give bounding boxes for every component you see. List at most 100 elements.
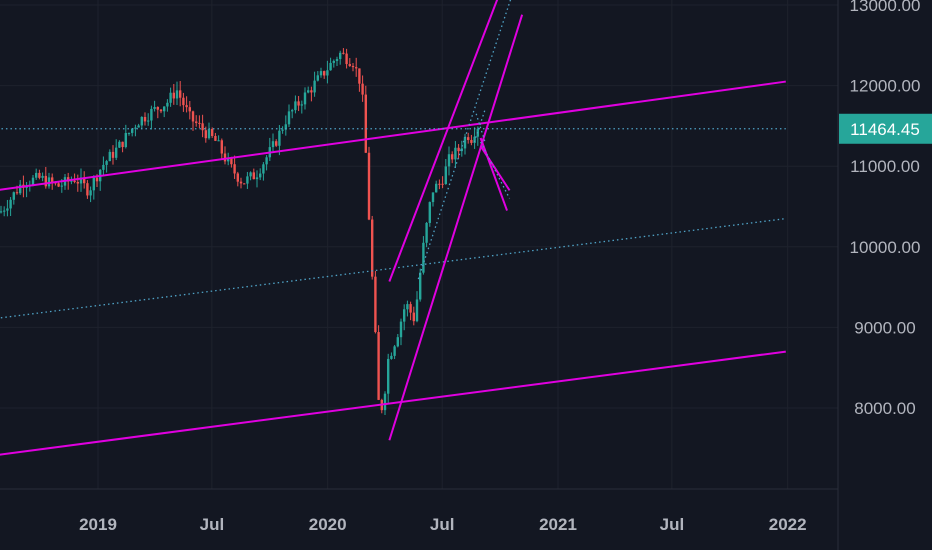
candle-down <box>185 96 188 113</box>
candle-body <box>438 183 441 185</box>
candle-up <box>246 171 249 189</box>
candle-body <box>259 173 262 178</box>
candle-down <box>297 95 300 112</box>
candle-up <box>383 391 387 415</box>
time-tick-label: Jul <box>200 515 225 534</box>
price-axis[interactable]: 13000.00 12000.00 11000.00 10000.00 9000.00 8… <box>850 0 921 418</box>
candle-body <box>239 181 243 184</box>
trendline[interactable] <box>479 145 511 191</box>
candle-body <box>83 177 86 184</box>
candle-up <box>399 318 403 346</box>
candle-body <box>230 158 233 165</box>
candle-down <box>310 86 313 102</box>
candle-down <box>355 57 358 77</box>
candle-down <box>188 101 191 120</box>
dotted-trendline[interactable] <box>473 109 486 143</box>
candle-down <box>86 180 89 199</box>
candle-body <box>38 172 41 178</box>
candle-body <box>332 60 335 63</box>
candle-down <box>367 146 371 221</box>
candle-body <box>287 111 291 125</box>
candle-up <box>3 206 6 217</box>
time-tick-label: 2020 <box>309 515 347 534</box>
candle-down <box>364 85 367 153</box>
candle-body <box>339 52 342 60</box>
candle-body <box>454 147 457 160</box>
candle-body <box>227 158 230 162</box>
candle-up <box>313 71 316 97</box>
candle-body <box>182 97 185 106</box>
candle-up <box>249 171 252 181</box>
trendline[interactable] <box>388 14 524 441</box>
candle-up <box>303 87 307 110</box>
candle-down <box>275 139 278 148</box>
candle-body <box>294 101 297 111</box>
price-tick-label: 12000.00 <box>850 77 921 96</box>
candle-body <box>3 210 6 212</box>
candle-up <box>316 71 319 82</box>
candle-body <box>105 161 108 165</box>
candle-body <box>134 127 137 129</box>
candle-body <box>89 190 92 196</box>
candle-body <box>9 199 12 209</box>
trendline[interactable] <box>388 0 499 282</box>
candle-up <box>207 122 211 140</box>
dotted-trendline[interactable] <box>0 217 786 328</box>
candle-down <box>220 138 223 160</box>
candle-down <box>44 166 47 189</box>
candle-down <box>179 81 182 107</box>
candle-body <box>108 151 111 162</box>
candle-up <box>137 123 140 128</box>
candle-body <box>111 151 115 158</box>
candle-body <box>115 147 118 158</box>
candle-body <box>435 183 438 193</box>
candle-body <box>143 116 147 122</box>
candle-body <box>374 276 377 333</box>
candle-up <box>329 57 332 71</box>
candle-up <box>47 172 51 189</box>
dotted-trendline[interactable] <box>417 0 512 280</box>
candle-down <box>451 151 454 164</box>
candle-body <box>428 202 431 223</box>
candle-body <box>217 140 220 142</box>
candle-body <box>191 111 195 122</box>
candle-up <box>105 159 108 173</box>
candle-body <box>92 177 95 191</box>
candle-body <box>310 90 313 93</box>
candle-body <box>473 136 476 143</box>
candle-body <box>201 123 204 131</box>
candle-body <box>233 164 236 174</box>
candle-up <box>150 105 153 130</box>
candle-body <box>246 176 249 184</box>
candle-down <box>76 174 79 192</box>
candle-body <box>131 128 134 133</box>
trendline[interactable] <box>0 350 786 465</box>
candle-up <box>393 344 396 360</box>
candle-down <box>351 63 355 72</box>
candle-body <box>431 192 435 203</box>
candle-body <box>345 53 348 65</box>
candle-body <box>403 309 406 322</box>
candle-body <box>207 129 211 139</box>
candle-down <box>361 75 364 102</box>
candle-body <box>118 141 121 148</box>
dotted-trendline[interactable] <box>475 113 486 143</box>
candle-body <box>76 182 79 184</box>
candle-down <box>211 127 214 138</box>
candle-up <box>166 99 169 112</box>
current-price-label: 11464.45 <box>839 113 932 144</box>
candle-up <box>127 132 131 136</box>
trendline-drawings[interactable] <box>0 0 786 464</box>
candle-body <box>153 107 156 109</box>
trendline[interactable] <box>0 80 786 200</box>
candle-body <box>47 177 51 187</box>
candle-body <box>367 152 371 220</box>
candle-up <box>124 124 127 149</box>
candle-body <box>335 59 339 61</box>
time-tick-label: 2019 <box>79 515 117 534</box>
time-axis[interactable]: 2019 Jul 2020 Jul 2021 Jul 2022 <box>79 515 807 534</box>
dotted-trendline[interactable] <box>480 141 511 199</box>
candle-body <box>355 67 358 69</box>
